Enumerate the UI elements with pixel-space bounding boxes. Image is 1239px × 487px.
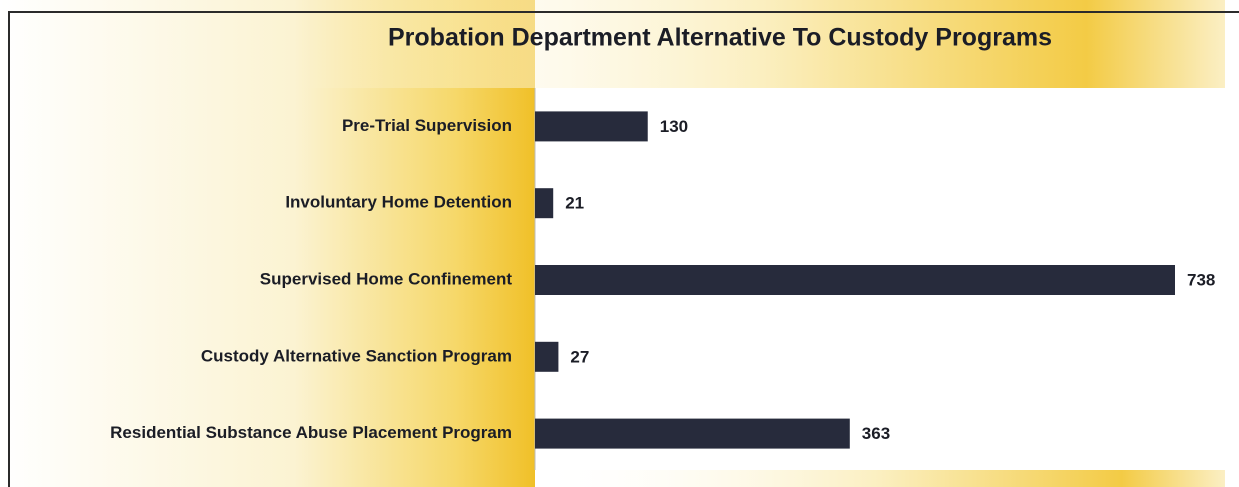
value-label: 738	[1187, 270, 1215, 289]
value-label: 21	[565, 194, 584, 213]
bottom-band	[535, 470, 1225, 487]
value-label: 130	[660, 117, 688, 136]
chart-title: Probation Department Alternative To Cust…	[388, 24, 1052, 52]
bar	[535, 188, 554, 219]
category-label: Involuntary Home Detention	[285, 193, 512, 212]
bar	[535, 418, 850, 449]
category-label: Supervised Home Confinement	[260, 269, 513, 288]
bar	[535, 111, 648, 142]
category-label: Residential Substance Abuse Placement Pr…	[110, 423, 512, 442]
category-label: Custody Alternative Sanction Program	[201, 346, 512, 365]
value-label: 27	[570, 347, 589, 366]
bar	[535, 265, 1175, 295]
title-band	[300, 0, 1225, 88]
bar	[535, 341, 559, 372]
category-label: Pre-Trial Supervision	[342, 116, 512, 135]
value-label: 363	[862, 424, 890, 443]
